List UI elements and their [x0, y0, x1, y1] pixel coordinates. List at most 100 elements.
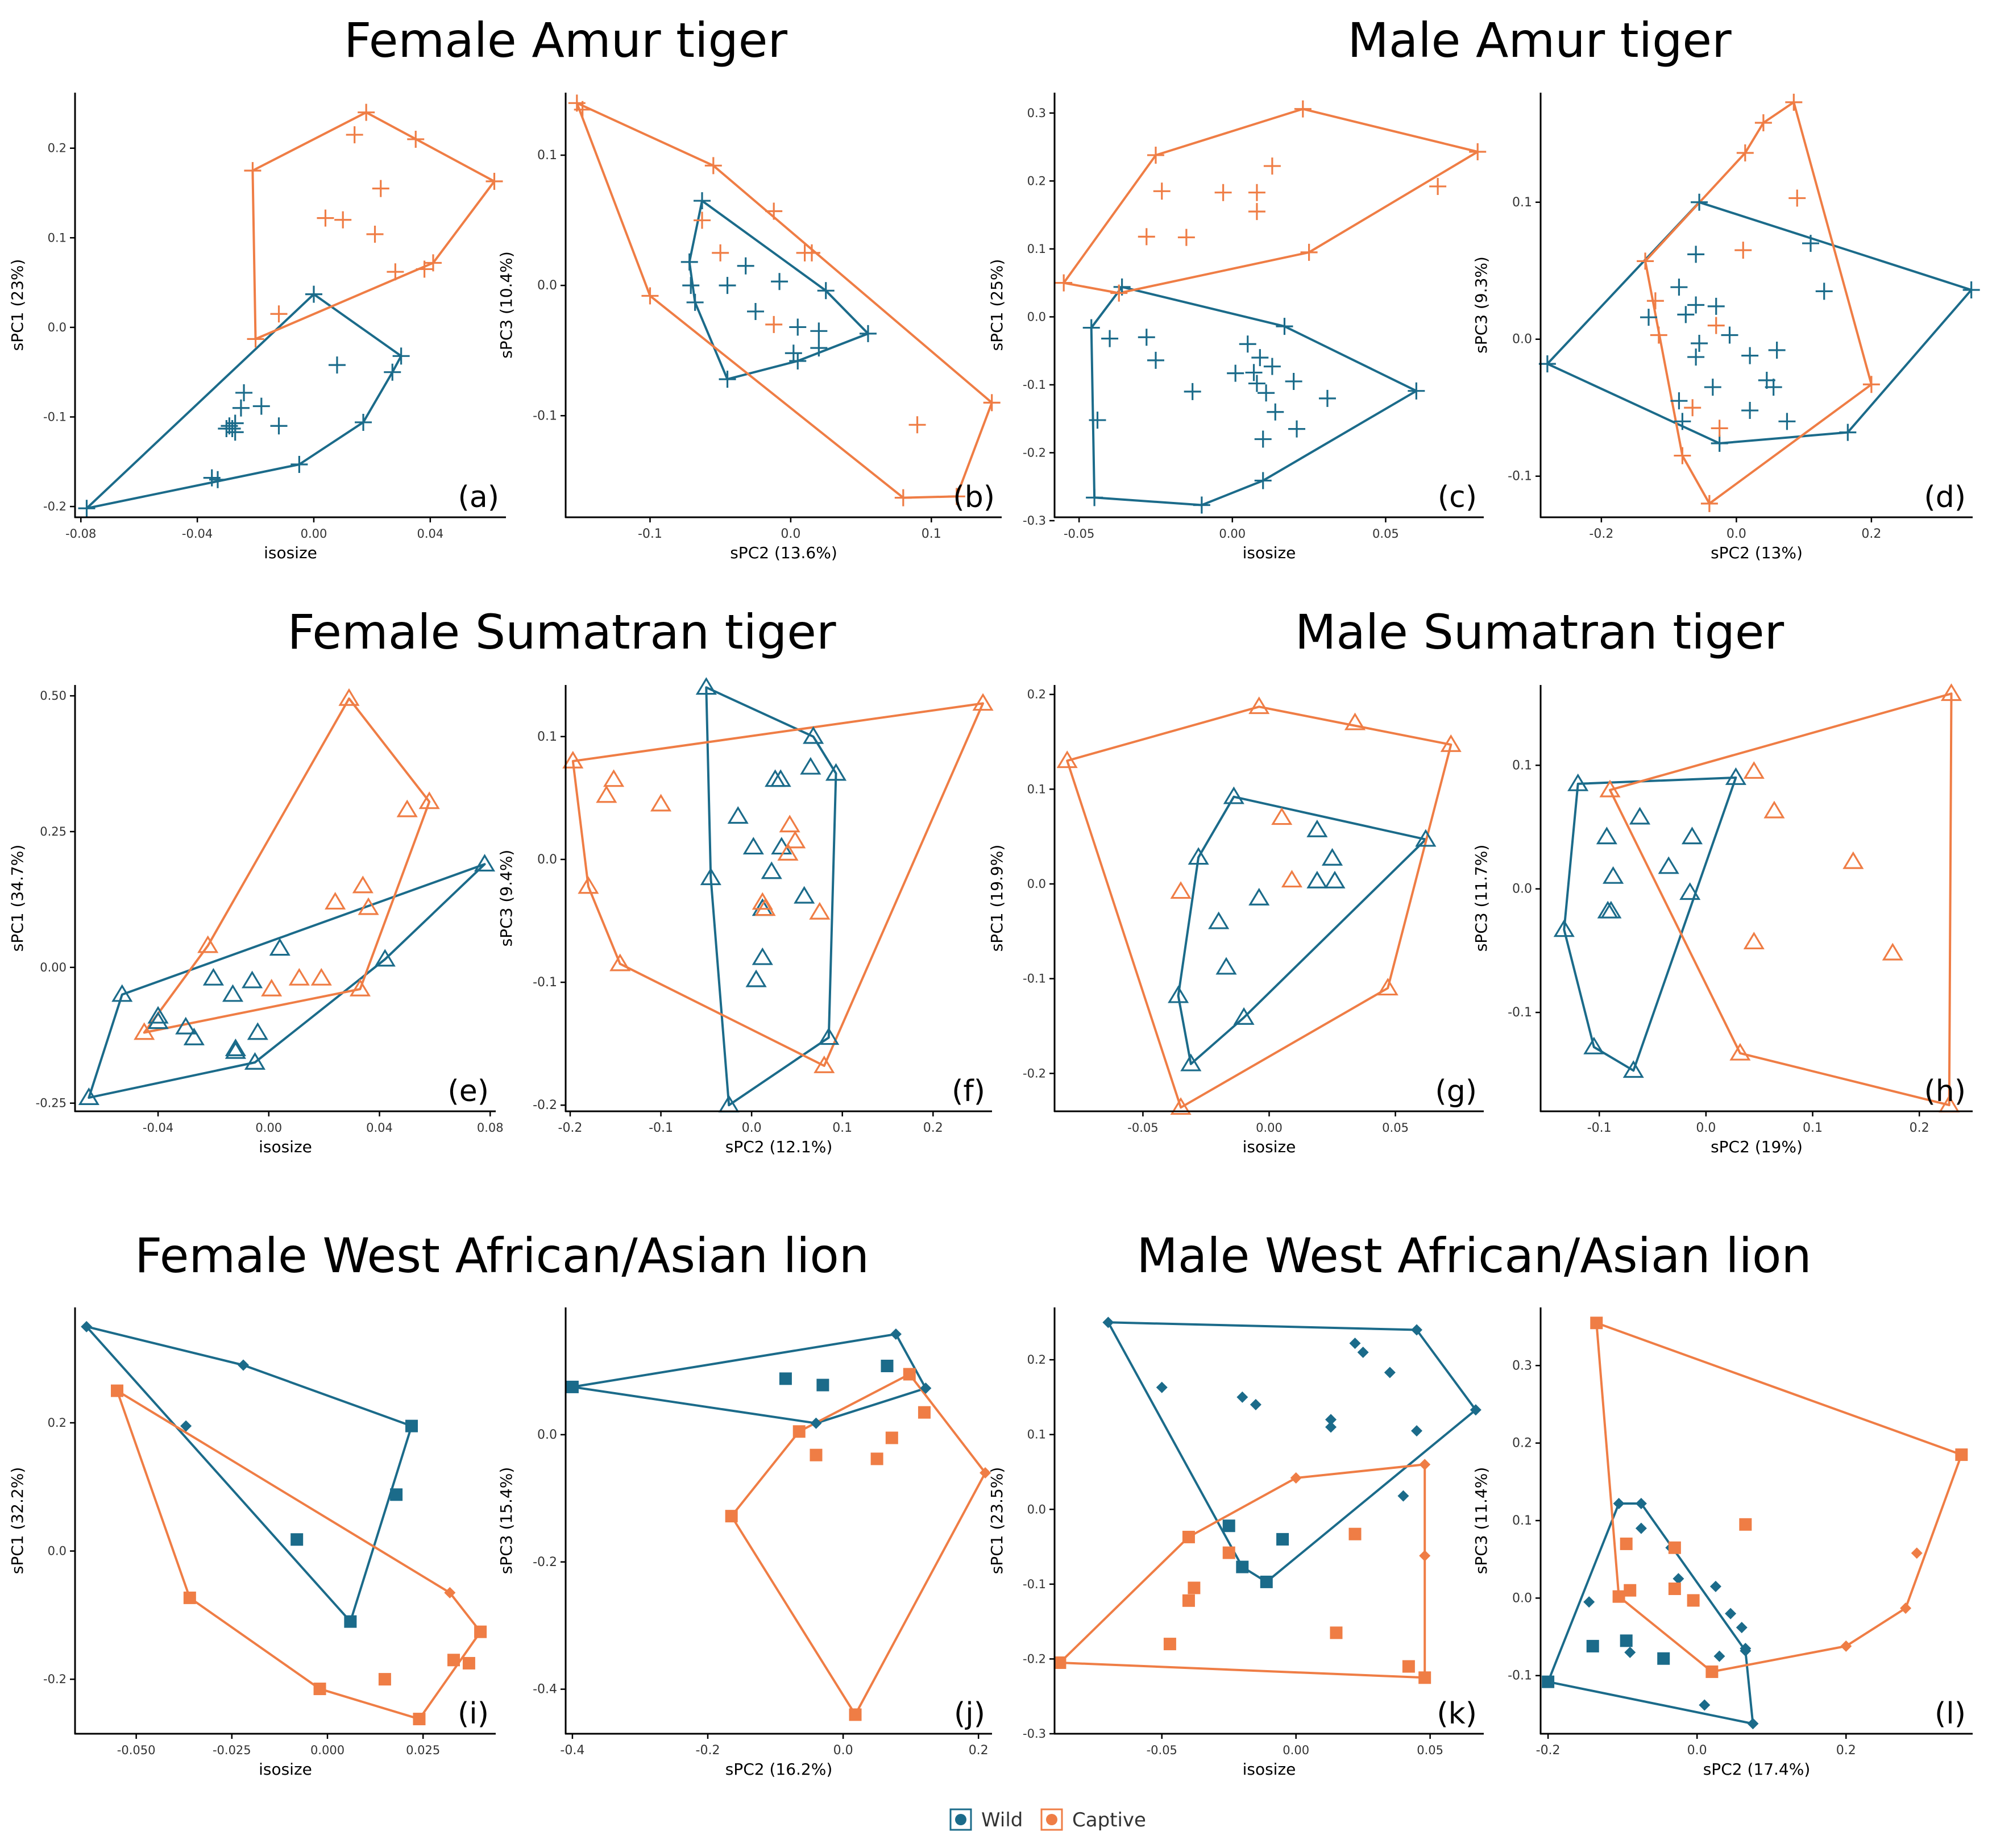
x-tick-label: 0.2	[923, 1121, 943, 1135]
square-point-captive	[849, 1708, 862, 1721]
point-wild	[1674, 413, 1691, 430]
point-captive	[1842, 851, 1864, 869]
point-captive	[1707, 317, 1725, 334]
square-point-wild	[1586, 1639, 1599, 1652]
y-axis-label: sPC1 (23%)	[8, 259, 27, 351]
x-axis-label: sPC2 (17.4%)	[1703, 1760, 1811, 1779]
point-wild	[1691, 193, 1708, 211]
y-tick-label: 0.3	[1512, 1359, 1532, 1373]
point-wild	[694, 192, 711, 210]
x-tick-label: -0.4	[560, 1743, 584, 1758]
point-captive	[1177, 229, 1195, 246]
y-axis-label: sPC3 (10.4%)	[497, 251, 516, 359]
point-wild	[1658, 856, 1679, 874]
y-axis-label: sPC3 (9.3%)	[1472, 256, 1491, 354]
x-tick-label: 0.0	[1727, 527, 1746, 541]
title-female-sumatran: Female Sumatran tiger	[287, 604, 836, 660]
point-wild	[209, 471, 226, 488]
point-wild	[147, 1011, 169, 1029]
y-axis-label: sPC3 (9.4%)	[497, 850, 516, 947]
point-wild	[290, 456, 308, 474]
y-tick-label: -0.4	[533, 1683, 557, 1697]
panel-label: (e)	[447, 1074, 489, 1108]
point-wild	[818, 1027, 840, 1045]
panel-label: (d)	[1924, 480, 1966, 514]
square-point-wild	[344, 1615, 357, 1628]
point-captive	[1700, 495, 1718, 512]
point-wild	[1233, 1007, 1255, 1025]
hull-wild	[1177, 795, 1427, 1065]
point-wild	[752, 947, 773, 965]
panel-k: -0.05 0.00 0.05 -0.3 -0.2 -0.1 0.0 0.1 0.2 isosiz…	[987, 1307, 1484, 1779]
point-wild	[1258, 384, 1275, 402]
point-wild	[1765, 379, 1782, 396]
diamond-point-wild	[1411, 1324, 1423, 1336]
square-point-captive	[1705, 1665, 1719, 1678]
hull-wild	[88, 863, 486, 1099]
title-male-sumatran: Male Sumatran tiger	[1294, 604, 1785, 660]
panel-label: (c)	[1438, 480, 1477, 514]
y-tick-label: 0.2	[48, 142, 67, 155]
y-tick-label: -0.2	[1023, 1066, 1046, 1080]
x-axis-label: sPC2 (13%)	[1711, 543, 1803, 562]
point-wild	[1248, 375, 1265, 392]
x-tick-label: -0.2	[1589, 527, 1613, 541]
point-captive	[1170, 881, 1192, 899]
y-tick-label: -0.1	[1508, 1669, 1532, 1683]
x-tick-label: 0.05	[1417, 1743, 1443, 1757]
y-tick-label: -0.1	[43, 410, 67, 423]
x-tick-label: 0.0	[781, 527, 800, 541]
diamond-point-wild	[920, 1382, 932, 1394]
y-axis-label: sPC1 (34.7%)	[8, 845, 27, 952]
y-tick-label: -0.1	[1508, 470, 1532, 484]
diamond-point-wild	[1250, 1399, 1261, 1411]
y-tick-label: -0.1	[533, 409, 557, 423]
panel-label: (l)	[1935, 1697, 1966, 1731]
square-point-captive	[413, 1713, 426, 1726]
point-captive	[1637, 252, 1654, 270]
hull-captive	[1595, 1322, 1963, 1673]
panel-label: (k)	[1437, 1697, 1477, 1731]
point-wild	[1208, 911, 1230, 929]
hull-wild	[571, 1333, 927, 1425]
point-captive	[1711, 420, 1728, 437]
square-point-captive	[111, 1384, 123, 1397]
x-tick-label: 0.00	[1256, 1121, 1283, 1135]
point-captive	[814, 1055, 835, 1073]
point-captive	[1729, 1043, 1751, 1061]
x-axis-label: sPC2 (13.6%)	[730, 543, 837, 562]
point-wild	[270, 417, 288, 435]
y-tick-label: 0.1	[1512, 758, 1532, 773]
diamond-point-wild	[1713, 1650, 1725, 1662]
point-captive	[418, 791, 440, 809]
panel-e: -0.04 0.00 0.04 0.08 -0.25 0.00 0.25 0.50 isosiz…	[8, 685, 504, 1156]
hull-wild	[1546, 201, 1973, 445]
point-captive	[777, 842, 799, 861]
square-point-captive	[447, 1654, 460, 1667]
point-captive	[1788, 189, 1806, 207]
point-wild	[1223, 786, 1244, 804]
point-captive	[1674, 447, 1691, 464]
point-captive	[1882, 942, 1903, 961]
hull-wild	[705, 686, 837, 1107]
x-tick-label: -0.05	[1064, 527, 1094, 541]
x-tick-label: 0.0	[1687, 1743, 1707, 1758]
point-wild	[1687, 246, 1705, 263]
point-wild	[719, 371, 736, 388]
diamond-point-wild	[1349, 1338, 1361, 1349]
point-captive	[1429, 177, 1447, 195]
square-point-wild	[1620, 1634, 1633, 1647]
square-point-captive	[810, 1448, 823, 1461]
y-tick-label: -0.2	[1023, 1652, 1046, 1666]
point-wild	[111, 984, 133, 1002]
point-captive	[972, 693, 994, 711]
point-captive	[1294, 100, 1312, 118]
legend-captive-label: Captive	[1072, 1809, 1146, 1832]
point-wild	[328, 356, 346, 374]
point-captive	[948, 488, 965, 505]
point-captive	[1263, 157, 1281, 175]
y-axis-label: sPC1 (25%)	[987, 259, 1006, 351]
point-captive	[712, 244, 729, 261]
panel-label: (g)	[1435, 1074, 1477, 1108]
